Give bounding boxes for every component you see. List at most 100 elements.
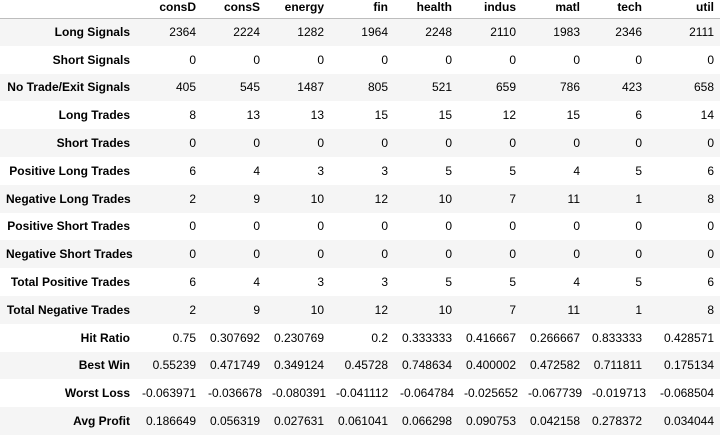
- table-cell: 0: [509, 136, 516, 151]
- column-header-indus: indus: [458, 0, 522, 19]
- row-label: Short Trades: [56, 136, 130, 151]
- table-cell: 15: [566, 108, 580, 123]
- table-cell: 8: [189, 108, 196, 123]
- table-cell: 0.175134: [663, 358, 714, 373]
- table-cell: 2346: [615, 25, 642, 40]
- table-cell: 0: [635, 52, 642, 67]
- table-cell: 0: [707, 52, 714, 67]
- table-cell: 0: [445, 136, 452, 151]
- table-cell: 2: [189, 302, 196, 317]
- table-cell: 659: [495, 80, 516, 95]
- table-cell: 658: [693, 80, 714, 95]
- table-cell: 0: [445, 247, 452, 262]
- table-cell: 7: [509, 302, 516, 317]
- table-cell: 2: [189, 191, 196, 206]
- table-cell: 0.034044: [663, 414, 714, 429]
- table-cell: 0: [635, 136, 642, 151]
- table-cell: 0.45728: [344, 358, 388, 373]
- table-cell: 13: [246, 108, 260, 123]
- table-cell: 0: [317, 219, 324, 234]
- table-cell: 0.186649: [145, 414, 196, 429]
- table-cell: 521: [431, 80, 452, 95]
- table-cell: 10: [438, 191, 452, 206]
- table-cell: 0.230769: [273, 330, 324, 345]
- table-cell: 10: [310, 302, 324, 317]
- table-cell: 12: [374, 302, 388, 317]
- table-cell: 0.416667: [465, 330, 516, 345]
- column-header-util: util: [648, 0, 720, 19]
- row-label: Total Positive Trades: [10, 275, 130, 290]
- table-cell: 405: [175, 80, 196, 95]
- table-body: Long Signals 2364 2224 1282 1964 2248 2110 1983…: [0, 18, 720, 435]
- table-row: Long Signals 2364 2224 1282 1964 2248 2110 1983…: [0, 18, 720, 46]
- table-cell: 1983: [553, 25, 580, 40]
- row-label: No Trade/Exit Signals: [7, 80, 130, 95]
- table-cell: 15: [438, 108, 452, 123]
- table-cell: 4: [253, 275, 260, 290]
- row-label: Negative Long Trades: [6, 191, 131, 206]
- table-cell: 0: [509, 52, 516, 67]
- table-cell: 0.056319: [209, 414, 260, 429]
- table-cell: 4: [573, 163, 580, 178]
- row-label: Short Signals: [52, 52, 130, 67]
- table-cell: 3: [381, 163, 388, 178]
- table-cell: -0.068504: [659, 386, 714, 401]
- table-cell: 11: [567, 302, 580, 317]
- table-cell: 2364: [169, 25, 196, 40]
- table-row: No Trade/Exit Signals 405 545 1487 805 521 659…: [0, 73, 720, 102]
- header-row: consD consS energy fin health indus matl tech ut…: [0, 0, 720, 19]
- table-cell: 5: [509, 163, 516, 178]
- table-row: Negative Short Trades 0 0 0 0 0 0 0 0 0: [0, 240, 720, 269]
- table-cell: 545: [239, 80, 260, 95]
- row-label: Long Trades: [58, 108, 130, 123]
- table-cell: 0.711811: [593, 358, 642, 373]
- table-cell: 6: [189, 163, 196, 178]
- table-cell: 0.090753: [465, 414, 516, 429]
- table-cell: 12: [374, 191, 388, 206]
- table-cell: 0: [317, 247, 324, 262]
- table-cell: 5: [635, 163, 642, 178]
- table-header: consD consS energy fin health indus matl tech ut…: [0, 0, 720, 19]
- table-cell: -0.067739: [528, 386, 583, 401]
- table-cell: 1964: [361, 25, 388, 40]
- table-cell: 8: [707, 302, 714, 317]
- table-row: Avg Profit 0.186649 0.056319 0.027631 0.0610…: [0, 407, 720, 435]
- table-cell: 14: [700, 108, 714, 123]
- table-row: Total Negative Trades 2 9 10 12 10 7 11 1 8: [0, 295, 720, 324]
- row-label: Positive Long Trades: [9, 163, 130, 178]
- table-row: Worst Loss -0.063971 -0.036678 -0.080391 -0.…: [0, 379, 720, 408]
- table-cell: 0.333333: [401, 330, 452, 345]
- table-cell: 0: [317, 52, 324, 67]
- table-cell: 0.55239: [152, 358, 196, 373]
- table-cell: 6: [707, 163, 714, 178]
- table-cell: 0: [381, 52, 388, 67]
- row-label: Avg Profit: [73, 414, 130, 429]
- table-cell: 9: [253, 302, 260, 317]
- table-cell: 0: [573, 247, 580, 262]
- column-header-health: health: [394, 0, 458, 19]
- table-cell: 9: [253, 191, 260, 206]
- table-cell: 0.278372: [592, 414, 643, 429]
- table-cell: 5: [445, 163, 452, 178]
- table-cell: 0: [381, 136, 388, 151]
- table-cell: 6: [707, 275, 714, 290]
- table-cell: 0: [707, 219, 714, 234]
- table-cell: 0: [635, 219, 642, 234]
- table-cell: 1487: [297, 80, 324, 95]
- row-label: Long Signals: [54, 25, 130, 40]
- table-cell: 0.266667: [529, 330, 580, 345]
- table-cell: 2248: [425, 25, 452, 40]
- table-cell: 0.400002: [465, 358, 516, 373]
- table-row: Short Trades 0 0 0 0 0 0 0 0 0: [0, 129, 720, 157]
- table-cell: -0.041112: [336, 386, 389, 401]
- table-cell: 1282: [297, 25, 324, 40]
- table-row: Negative Long Trades 2 9 10 12 10 7 11 1 8: [0, 184, 720, 213]
- table-cell: 423: [621, 80, 642, 95]
- table-cell: 15: [374, 108, 388, 123]
- table-cell: 7: [509, 191, 516, 206]
- table-cell: 0.833333: [592, 330, 643, 345]
- table-cell: 5: [635, 275, 642, 290]
- table-cell: 0: [509, 247, 516, 262]
- row-label: Negative Short Trades: [6, 247, 133, 262]
- table-cell: 10: [438, 302, 452, 317]
